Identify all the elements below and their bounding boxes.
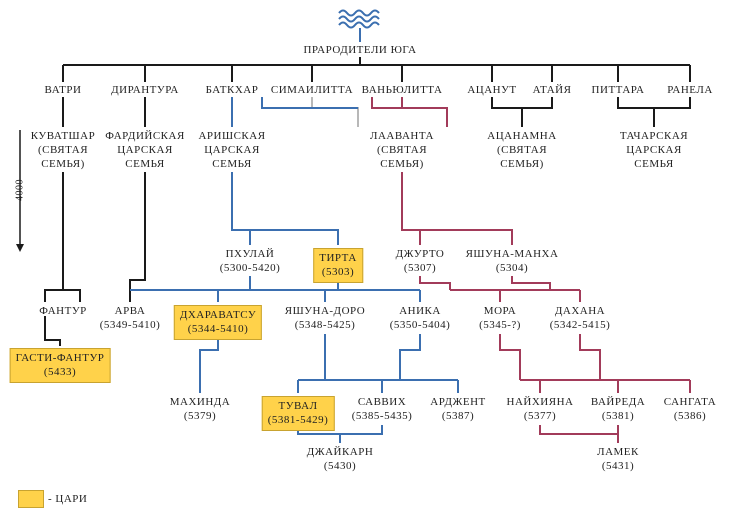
edge (400, 334, 420, 380)
edge (420, 276, 450, 290)
genealogy-diagram: ПРАРОДИТЕЛИ ЮГА ВАТРИ ДИРАНТУРА БАТКХАР СИМА… (0, 0, 750, 528)
node-batkhar: БАТКХАР (206, 84, 259, 98)
edge (500, 334, 520, 380)
waves-icon (339, 23, 379, 28)
waves-icon (339, 11, 379, 16)
edge (402, 172, 420, 245)
node-atsanamna: АЦАНАМНА(СВЯТАЯСЕМЬЯ) (477, 130, 567, 171)
node-arish: АРИШСКАЯЦАРСКАЯСЕМЬЯ (187, 130, 277, 171)
node-sangata: САНГАТА(5386) (664, 396, 716, 424)
edge (130, 172, 145, 302)
edge (540, 425, 618, 434)
edge (45, 172, 63, 302)
node-dahana: ДАХАНА(5342-5415) (550, 305, 611, 333)
edge (63, 290, 80, 302)
edge (618, 97, 654, 127)
legend-swatch (18, 490, 44, 508)
node-anika: АНИКА(5350-5404) (390, 305, 451, 333)
node-vaire: ВАЙРЕДА(5381) (591, 396, 645, 424)
edge (45, 316, 60, 346)
node-root: ПРАРОДИТЕЛИ ЮГА (303, 44, 416, 58)
node-yashmank: ЯШУНА-МАНХА(5304) (466, 248, 559, 276)
node-naih: НАЙХИЯНА(5377) (507, 396, 574, 424)
node-ranela: РАНЕЛА (667, 84, 713, 98)
edge (580, 334, 600, 380)
edge (232, 172, 250, 245)
node-djurto: ДЖУРТО(5307) (396, 248, 445, 276)
node-tubal: ТУВАЛ(5381-5429) (262, 396, 335, 431)
node-laav: ЛААВАНТА(СВЯТАЯСЕМЬЯ) (357, 130, 447, 171)
node-arva: АРВА(5349-5410) (100, 305, 161, 333)
node-tirta: ТИРТА(5303) (313, 248, 363, 283)
node-vatri: ВАТРИ (45, 84, 82, 98)
node-gasti: ГАСТИ-ФАНТУР(5433) (10, 348, 111, 383)
node-fantur: ФАНТУР (39, 305, 87, 319)
timeline-arrowhead (16, 244, 24, 252)
node-kuvat: КУВАТШАР(СВЯТАЯСЕМЬЯ) (23, 130, 103, 171)
node-ataya: АТАЙЯ (533, 84, 572, 98)
edge (372, 97, 447, 108)
timeline-label: 4000 (15, 179, 26, 201)
edge (522, 97, 552, 108)
edge (402, 97, 447, 127)
node-dharav: ДХАРАВАТСУ(5344-5410) (174, 305, 262, 340)
node-simailitta: СИМАИЛИТТА (271, 84, 353, 98)
node-pittara: ПИТТАРА (592, 84, 645, 98)
node-mora: МОРА(5345-?) (479, 305, 521, 333)
edge (200, 334, 218, 393)
node-tachar: ТАЧАРСКАЯЦАРСКАЯСЕМЬЯ (609, 130, 699, 171)
edge (232, 230, 338, 245)
edge (262, 97, 358, 108)
node-atsanut: АЦАНУТ (467, 84, 516, 98)
node-ardzh: АРДЖЕНТ(5387) (430, 396, 485, 424)
node-lamek: ЛАМЕК(5431) (597, 446, 639, 474)
edge (312, 97, 358, 127)
node-dzhaik: ДЖАЙКАРН(5430) (307, 446, 374, 474)
node-dirantura: ДИРАНТУРА (111, 84, 179, 98)
edge (340, 425, 382, 434)
edge (420, 230, 512, 245)
node-yashdoro: ЯШУНА-ДОРО(5348-5425) (285, 305, 365, 333)
edge (654, 97, 690, 108)
edge (492, 97, 522, 127)
waves-icon (339, 17, 379, 22)
edge (512, 276, 550, 290)
node-mahinda: МАХИНДА(5379) (170, 396, 231, 424)
legend-label: - ЦАРИ (48, 493, 87, 505)
node-vanyulitta: ВАНЬЮЛИТТА (362, 84, 443, 98)
node-fard: ФАРДИЙСКАЯЦАРСКАЯСЕМЬЯ (100, 130, 190, 171)
node-savvih: САВВИХ(5385-5435) (352, 396, 413, 424)
node-phulai: ПХУЛАЙ(5300-5420) (220, 248, 281, 276)
